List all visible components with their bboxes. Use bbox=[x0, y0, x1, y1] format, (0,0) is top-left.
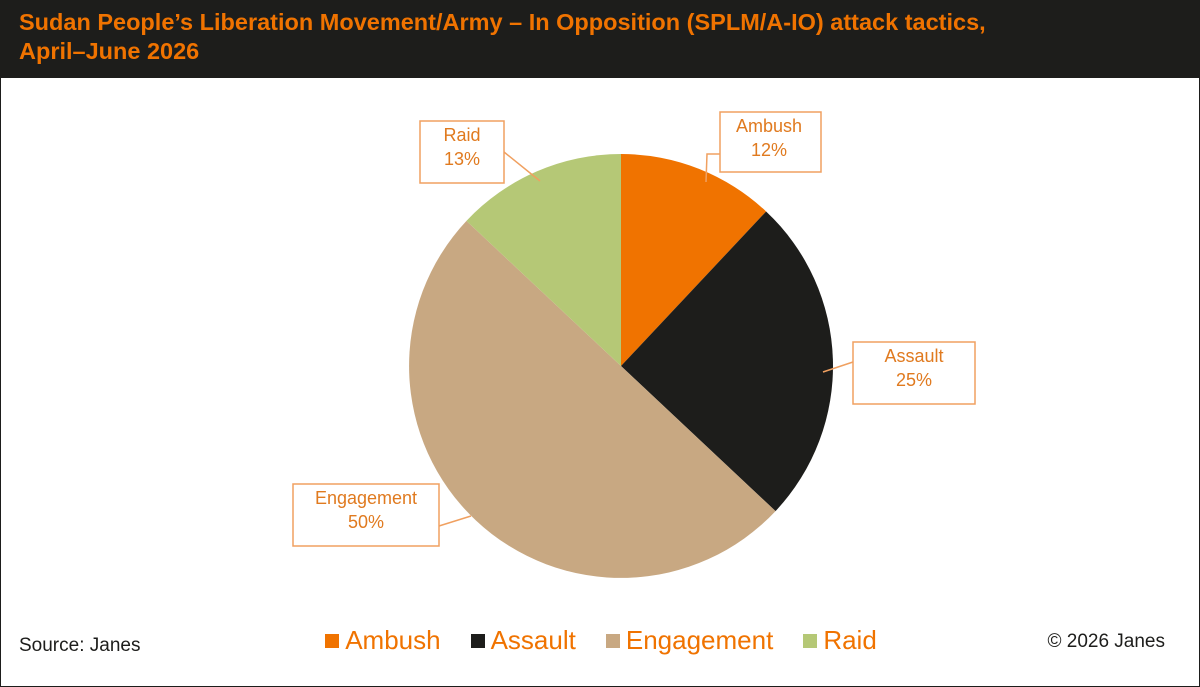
callout-raid: Raid 13% bbox=[419, 120, 541, 184]
legend-swatch-assault bbox=[470, 633, 485, 648]
data-label-category-assault: Assault bbox=[884, 346, 943, 366]
pie-slice-engagement bbox=[409, 220, 776, 578]
leader-line-raid bbox=[503, 151, 541, 182]
callout-ambush: Ambush 12% bbox=[705, 111, 822, 183]
header-bar: Sudan People’s Liberation Movement/Army … bbox=[1, 1, 1199, 78]
legend-swatch-ambush bbox=[325, 633, 340, 648]
data-label-value-assault: 25% bbox=[896, 370, 932, 390]
legend-item-assault: Assault bbox=[470, 625, 576, 656]
legend-item-raid: Raid bbox=[803, 625, 877, 656]
legend-label-ambush: Ambush bbox=[345, 625, 441, 655]
legend-label-raid: Raid bbox=[823, 625, 877, 655]
legend-label-assault: Assault bbox=[490, 625, 576, 655]
callout-box-ambush bbox=[719, 111, 822, 173]
legend-item-ambush: Ambush bbox=[325, 625, 441, 656]
legend-item-engagement: Engagement bbox=[605, 625, 774, 656]
pie-slice-raid bbox=[466, 154, 621, 366]
legend-swatch-engagement bbox=[605, 633, 620, 648]
pie-slice-assault bbox=[621, 211, 833, 512]
chart-title-line-2: April–June 2026 bbox=[19, 38, 200, 64]
data-label-value-ambush: 12% bbox=[751, 140, 787, 160]
data-label-category-raid: Raid bbox=[443, 125, 480, 145]
source-note: Source: Janes bbox=[19, 635, 141, 656]
data-label-category-engagement: Engagement bbox=[315, 488, 417, 508]
callout-assault: Assault 25% bbox=[822, 341, 976, 405]
legend-swatch-raid bbox=[803, 633, 818, 648]
copyright-note: © 2026 Janes bbox=[1047, 631, 1165, 652]
leader-line-engagement bbox=[438, 515, 472, 527]
data-label-value-engagement: 50% bbox=[348, 512, 384, 532]
data-label-category-ambush: Ambush bbox=[736, 116, 802, 136]
legend: Ambush Assault Engagement Raid bbox=[1, 625, 1200, 656]
leader-line-assault bbox=[822, 361, 854, 373]
callout-box-assault bbox=[852, 341, 976, 405]
pie-slice-ambush bbox=[621, 154, 767, 366]
data-label-value-raid: 13% bbox=[444, 149, 480, 169]
callout-box-engagement bbox=[292, 483, 440, 547]
chart-title: Sudan People’s Liberation Movement/Army … bbox=[19, 8, 1199, 66]
leader-line-ambush bbox=[705, 153, 720, 183]
pie-chart: Ambush 12% Assault 25% Engagement 50% Raid 13% bbox=[292, 111, 976, 578]
chart-title-line-1: Sudan People’s Liberation Movement/Army … bbox=[19, 9, 986, 35]
legend-label-engagement: Engagement bbox=[625, 625, 774, 655]
callout-engagement: Engagement 50% bbox=[292, 483, 472, 547]
callout-box-raid bbox=[419, 120, 505, 184]
